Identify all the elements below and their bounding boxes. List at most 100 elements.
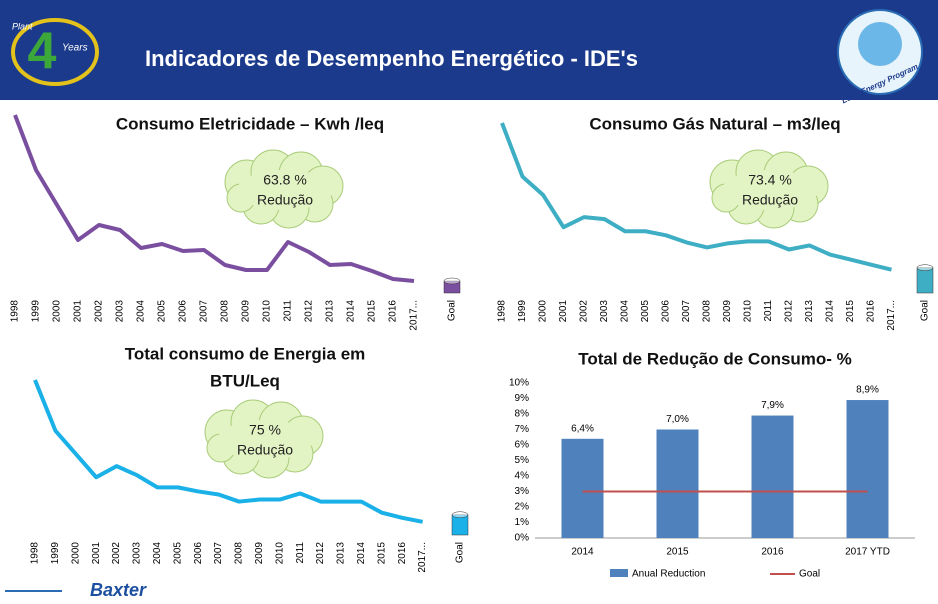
y-tick-label: 5% xyxy=(515,455,530,466)
x-tick-label: 2008 xyxy=(220,300,231,323)
y-tick-label: 1% xyxy=(515,517,530,528)
logo-text: Plant xyxy=(12,21,33,31)
legend-swatch xyxy=(610,569,628,577)
annotation: 73.4 % xyxy=(748,172,792,188)
x-tick-label: 1999 xyxy=(50,542,61,565)
logo-number: 4 xyxy=(28,23,57,81)
x-tick-label: 2000 xyxy=(52,300,63,323)
x-tick-label: 2005 xyxy=(172,542,183,565)
x-tick-label: 2003 xyxy=(599,300,610,323)
x-tick-label: 2014 xyxy=(825,300,836,323)
x-tick-label: 2017... xyxy=(417,542,428,573)
x-tick-label: 2005 xyxy=(157,300,168,323)
x-tick-label: 2017... xyxy=(886,300,897,331)
y-tick-label: 10% xyxy=(509,378,529,389)
x-tick-label: 2007 xyxy=(199,300,210,323)
x-tick-label: 2005 xyxy=(640,300,651,323)
x-tick-label: 2015 xyxy=(845,300,856,323)
bar xyxy=(847,400,889,538)
x-tick-label: 2003 xyxy=(115,300,126,323)
x-tick-label: 2000 xyxy=(70,542,81,565)
x-tick-label: 2010 xyxy=(274,542,285,565)
x-tick-label: 2002 xyxy=(94,300,105,323)
y-tick-label: 3% xyxy=(515,486,530,497)
logo-mascot xyxy=(858,22,902,66)
brand: Baxter xyxy=(90,580,147,599)
y-tick-label: 6% xyxy=(515,440,530,451)
chart-title: BTU/Leq xyxy=(210,371,280,390)
x-tick-label: 2007 xyxy=(681,300,692,323)
x-tick-label: 2006 xyxy=(178,300,189,323)
annotation: 63.8 % xyxy=(263,172,307,188)
x-tick-label: 2014 xyxy=(571,547,594,558)
x-tick-label: 2016 xyxy=(388,300,399,323)
bar xyxy=(752,416,794,538)
value-label: 7,9% xyxy=(761,400,784,411)
goal-cylinder-top xyxy=(452,512,468,518)
x-tick-label: 2016 xyxy=(397,542,408,565)
x-tick-label: 2016 xyxy=(866,300,877,323)
bar xyxy=(657,430,699,539)
chart-title: Consumo Gás Natural – m3/leq xyxy=(589,114,840,133)
x-tick-label: 2015 xyxy=(367,300,378,323)
x-tick-label: 2012 xyxy=(304,300,315,323)
x-tick-label: 2001 xyxy=(91,542,102,565)
x-tick-label: 2015 xyxy=(376,542,387,565)
value-label: 6,4% xyxy=(571,423,594,434)
logo-text: Years xyxy=(62,43,88,54)
x-tick-label: 1998 xyxy=(497,300,508,323)
line-series xyxy=(502,123,892,270)
x-tick-label: 2009 xyxy=(722,300,733,323)
x-tick-label: 2004 xyxy=(136,300,147,323)
x-tick-label: Goal xyxy=(455,542,466,563)
x-tick-label: 2017... xyxy=(409,300,420,331)
x-tick-label: 2006 xyxy=(661,300,672,323)
x-tick-label: 2002 xyxy=(111,542,122,565)
x-tick-label: 2002 xyxy=(579,300,590,323)
annotation: 75 % xyxy=(249,422,281,438)
x-tick-label: 2013 xyxy=(804,300,815,323)
chart-title: Consumo Eletricidade – Kwh /leq xyxy=(116,114,384,133)
x-tick-label: 2009 xyxy=(254,542,265,565)
x-tick-label: 2011 xyxy=(283,300,294,322)
y-tick-label: 9% xyxy=(515,393,530,404)
x-tick-label: Goal xyxy=(920,300,931,321)
value-label: 8,9% xyxy=(856,385,879,396)
bar xyxy=(562,439,604,538)
x-tick-label: 2009 xyxy=(241,300,252,323)
y-tick-label: 0% xyxy=(515,533,530,544)
goal-cylinder xyxy=(917,268,933,293)
x-tick-label: 1998 xyxy=(10,300,21,323)
goal-cylinder-top xyxy=(444,278,460,284)
x-tick-label: 2012 xyxy=(315,542,326,565)
x-tick-label: 2010 xyxy=(262,300,273,323)
x-tick-label: 2001 xyxy=(73,300,84,323)
x-tick-label: 2010 xyxy=(743,300,754,323)
x-tick-label: 2013 xyxy=(336,542,347,565)
x-tick-label: 2017 YTD xyxy=(845,547,890,558)
x-tick-label: 2006 xyxy=(193,542,204,565)
x-tick-label: 2011 xyxy=(763,300,774,322)
x-tick-label: 2011 xyxy=(295,542,306,564)
x-tick-label: 2015 xyxy=(666,547,689,558)
page-title: Indicadores de Desempenho Energético - I… xyxy=(145,46,638,71)
x-tick-label: 2008 xyxy=(234,542,245,565)
legend-label: Anual Reduction xyxy=(632,569,705,580)
chart-title: Total de Redução de Consumo- % xyxy=(578,349,852,368)
x-tick-label: 2013 xyxy=(325,300,336,323)
x-tick-label: 2007 xyxy=(213,542,224,565)
x-tick-label: 1998 xyxy=(30,542,41,565)
line-series xyxy=(15,115,414,281)
x-tick-label: 2004 xyxy=(152,542,163,565)
x-tick-label: 2014 xyxy=(356,542,367,565)
x-tick-label: 2008 xyxy=(702,300,713,323)
y-tick-label: 2% xyxy=(515,502,530,513)
x-tick-label: 1999 xyxy=(31,300,42,323)
annotation: Redução xyxy=(742,192,798,208)
annotation: Redução xyxy=(237,442,293,458)
x-tick-label: 1999 xyxy=(517,300,528,323)
x-tick-label: 2016 xyxy=(761,547,784,558)
chart-title: Total consumo de Energia em xyxy=(125,344,366,363)
x-tick-label: Goal xyxy=(447,300,458,321)
x-tick-label: 2000 xyxy=(538,300,549,323)
